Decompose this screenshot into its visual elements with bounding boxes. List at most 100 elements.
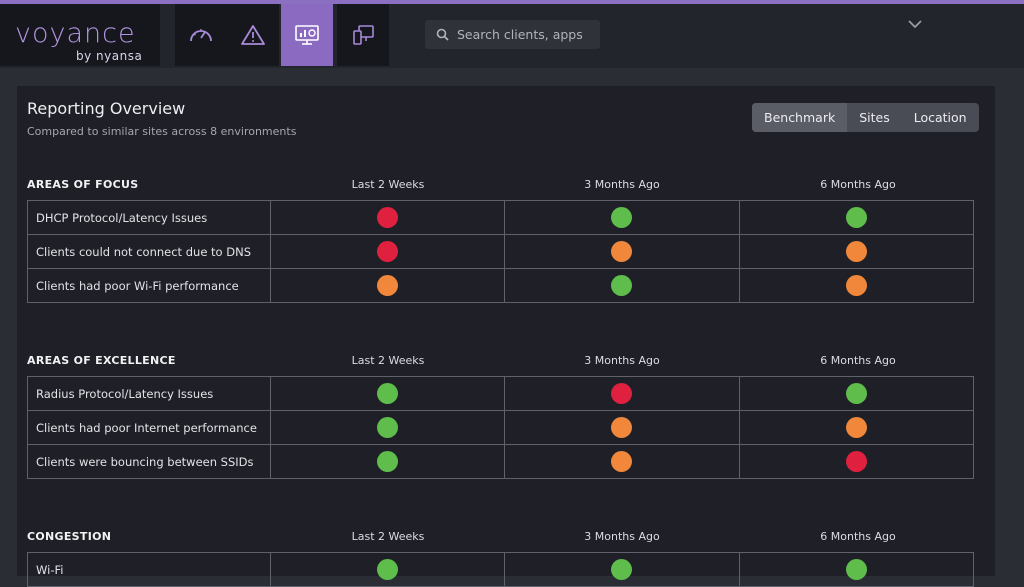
row-label: Clients had poor Wi-Fi performance [27,268,271,303]
status-dot-red [611,383,633,404]
segment-sites[interactable]: Sites [859,110,890,125]
status-dot-orange [377,275,399,296]
status-dot-red [377,241,399,262]
column-header: Last 2 Weeks [351,530,425,543]
nav-reporting[interactable] [281,4,333,66]
brand-name: voyance [15,18,136,49]
status-cell [738,234,975,269]
brand-subtitle: by nyansa [76,49,143,63]
row-label: DHCP Protocol/Latency Issues [27,200,271,235]
warning-icon [241,25,265,45]
nav-alerts[interactable] [227,4,279,66]
column-header: Last 2 Weeks [351,178,425,191]
reporting-monitor-icon [295,25,319,45]
row-label: Wi-Fi [27,552,271,587]
status-cell [269,444,506,479]
status-dot-green [845,207,867,228]
devices-icon [353,25,374,45]
page-title: Reporting Overview [27,99,186,118]
nav-devices[interactable] [337,4,389,66]
status-cell [504,200,740,235]
table-row[interactable]: Wi-Fi [27,552,975,587]
status-dot-orange [845,417,867,438]
status-table: DHCP Protocol/Latency Issues Clients coul… [27,200,975,303]
section-header: AREAS OF EXCELLENCE Last 2 Weeks 3 Months … [27,346,974,376]
column-header: 6 Months Ago [820,354,896,367]
status-cell [269,376,506,411]
row-label: Clients had poor Internet performance [27,410,271,445]
status-dot-red [845,451,867,472]
table-row[interactable]: Radius Protocol/Latency Issues [27,376,975,411]
table-row[interactable]: Clients could not connect due to DNS [27,234,975,269]
status-cell [269,552,506,587]
status-table: Radius Protocol/Latency Issues Clients ha… [27,376,975,479]
page-subtitle: Compared to similar sites across 8 envir… [27,125,297,138]
search-bar[interactable] [425,20,600,49]
view-segmented-control: Benchmark Sites Location [752,103,979,132]
status-dot-orange [845,275,867,296]
column-header: 3 Months Ago [584,178,660,191]
column-header: 6 Months Ago [820,530,896,543]
table-row[interactable]: Clients had poor Internet performance [27,410,975,445]
column-header: 3 Months Ago [584,354,660,367]
status-dot-green [611,559,633,580]
status-cell [738,200,975,235]
status-cell [504,552,740,587]
status-cell [738,552,975,587]
nav-performance[interactable] [175,4,227,66]
row-label: Clients were bouncing between SSIDs [27,444,271,479]
section-areas-of-excellence: AREAS OF EXCELLENCE Last 2 Weeks 3 Months … [27,346,975,479]
status-cell [269,268,506,303]
column-header: 3 Months Ago [584,530,660,543]
status-dot-green [611,275,633,296]
section-areas-of-focus: AREAS OF FOCUS Last 2 Weeks 3 Months Ago 6 … [27,170,975,303]
section-congestion: CONGESTION Last 2 Weeks 3 Months Ago 6 Mont… [27,522,975,587]
section-title: AREAS OF EXCELLENCE [27,354,176,367]
search-input[interactable] [457,27,587,42]
status-cell [269,200,506,235]
status-cell [504,268,740,303]
status-dot-green [611,207,633,228]
status-cell [738,268,975,303]
column-header: 6 Months Ago [820,178,896,191]
status-dot-green [377,559,399,580]
section-title: AREAS OF FOCUS [27,178,139,191]
section-title: CONGESTION [27,530,112,543]
status-dot-orange [611,417,633,438]
section-header: CONGESTION Last 2 Weeks 3 Months Ago 6 Mont… [27,522,974,552]
reporting-panel: Reporting Overview Compared to similar s… [17,86,995,587]
status-dot-green [377,451,399,472]
status-cell [504,410,740,445]
brand-logo[interactable]: voyance by nyansa [0,4,160,66]
status-dot-green [377,383,399,404]
row-label: Clients could not connect due to DNS [27,234,271,269]
status-cell [504,444,740,479]
status-dot-orange [845,241,867,262]
status-dot-orange [611,241,633,262]
status-cell [738,410,975,445]
segment-location[interactable]: Location [913,110,967,125]
status-cell [504,376,740,411]
status-dot-orange [611,451,633,472]
section-header: AREAS OF FOCUS Last 2 Weeks 3 Months Ago 6 … [27,170,974,200]
table-row[interactable]: Clients were bouncing between SSIDs [27,444,975,479]
status-table: Wi-Fi [27,552,975,587]
column-header: Last 2 Weeks [351,354,425,367]
status-dot-green [377,417,399,438]
search-icon [436,28,449,41]
status-cell [504,234,740,269]
status-cell [269,234,506,269]
segment-benchmark[interactable]: Benchmark [752,103,848,132]
row-label: Radius Protocol/Latency Issues [27,376,271,411]
speedometer-icon [190,29,212,42]
status-cell [738,376,975,411]
accent-top-line [0,0,1024,4]
status-dot-red [377,207,399,228]
status-cell [269,410,506,445]
status-cell [738,444,975,479]
status-dot-green [845,559,867,580]
status-dot-green [845,383,867,404]
chevron-down-icon[interactable] [907,16,923,32]
table-row[interactable]: Clients had poor Wi-Fi performance [27,268,975,303]
table-row[interactable]: DHCP Protocol/Latency Issues [27,200,975,235]
